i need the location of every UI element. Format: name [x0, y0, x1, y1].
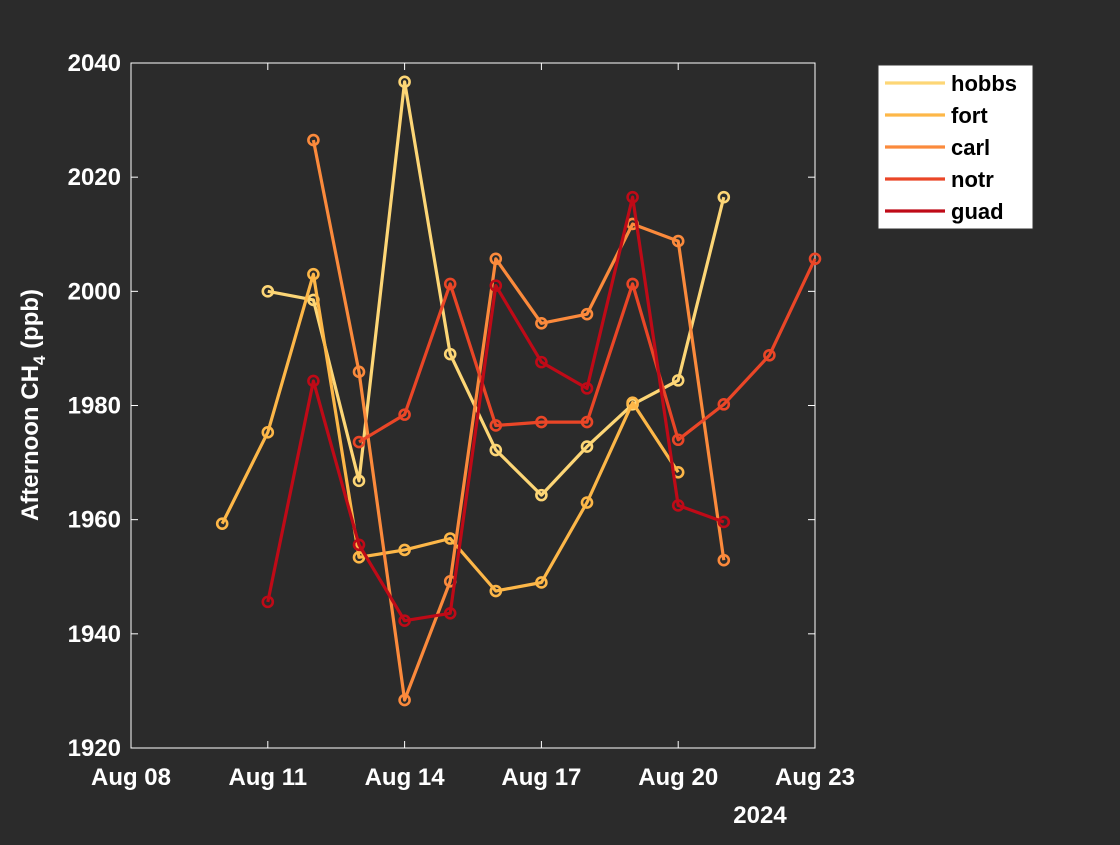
data-point-notr — [352, 435, 366, 449]
y-tick-label: 1920 — [68, 735, 121, 762]
x-tick-label: Aug 08 — [91, 764, 171, 791]
data-point-hobbs — [398, 75, 411, 89]
data-point-notr — [443, 277, 457, 291]
data-point-fort — [307, 267, 320, 281]
data-point-carl — [580, 307, 594, 321]
data-point-notr — [626, 277, 639, 291]
data-point-guad — [398, 614, 411, 628]
data-point-hobbs — [580, 440, 594, 453]
data-point-hobbs — [352, 474, 366, 488]
legend: hobbs fort carl notr guad — [877, 64, 1034, 230]
series-fort — [215, 267, 685, 598]
data-point-carl — [398, 693, 411, 707]
legend-label-notr: notr — [951, 167, 994, 192]
data-point-notr — [489, 419, 503, 432]
series-guad — [261, 190, 731, 628]
data-point-guad — [535, 355, 548, 369]
data-point-hobbs — [717, 190, 731, 204]
data-point-notr — [671, 433, 685, 447]
data-point-fort — [580, 496, 594, 509]
y-tick-label: 2040 — [68, 50, 121, 77]
series-line-carl — [311, 139, 726, 702]
data-point-guad — [671, 499, 685, 512]
x-tick-label: Aug 17 — [501, 764, 581, 791]
legend-label-hobbs: hobbs — [951, 71, 1017, 96]
series-line-guad — [266, 195, 725, 623]
x-axis-year-label: 2024 — [733, 802, 787, 829]
data-point-fort — [261, 426, 275, 439]
data-point-hobbs — [489, 443, 503, 457]
x-tick-label: Aug 11 — [228, 764, 307, 791]
data-point-notr — [398, 408, 411, 421]
data-point-guad — [443, 606, 457, 620]
data-point-carl — [671, 234, 685, 248]
y-tick-label: 1980 — [68, 393, 121, 420]
x-tick-label: Aug 23 — [775, 764, 855, 791]
data-point-guad — [580, 382, 594, 395]
legend-label-carl: carl — [951, 135, 990, 160]
y-axis-label-subscript: 4 — [30, 355, 49, 365]
data-point-fort — [352, 551, 366, 564]
x-axis: Aug 08 Aug 11 Aug 14 Aug 17 Aug 20 Aug 23 — [91, 63, 855, 791]
series-line-notr — [358, 258, 817, 444]
data-point-hobbs — [261, 285, 275, 298]
legend-items: hobbs fort carl notr guad — [885, 71, 1017, 224]
data-point-carl — [352, 365, 366, 379]
data-point-notr — [535, 415, 548, 429]
y-tick-label: 1940 — [68, 621, 121, 648]
data-point-fort — [626, 396, 639, 409]
data-point-fort — [398, 543, 411, 557]
data-point-notr — [763, 348, 776, 362]
data-point-guad — [352, 538, 366, 552]
x-tick-label: Aug 14 — [365, 764, 446, 791]
data-point-carl — [535, 316, 548, 330]
data-point-carl — [307, 133, 320, 147]
data-point-guad — [717, 515, 731, 529]
data-point-hobbs — [535, 488, 548, 502]
y-tick-label: 2020 — [68, 164, 121, 191]
data-point-guad — [307, 374, 320, 388]
legend-label-fort: fort — [951, 103, 988, 128]
y-axis-label-main: Afternoon CH — [17, 365, 44, 521]
data-point-hobbs — [671, 374, 685, 387]
legend-label-guad: guad — [951, 199, 1004, 224]
data-point-fort — [215, 517, 229, 530]
data-point-fort — [535, 576, 548, 589]
y-axis-label-group: Afternoon CH4 (ppb) — [17, 289, 49, 521]
data-point-carl — [717, 553, 731, 567]
y-axis-label-unit: (ppb) — [17, 289, 44, 356]
y-axis: 1920 1940 1960 1980 2000 2020 2040 — [68, 50, 815, 762]
series-hobbs — [261, 75, 731, 502]
y-axis-label: Afternoon CH4 (ppb) — [17, 289, 49, 521]
data-point-guad — [261, 595, 275, 609]
y-tick-label: 2000 — [68, 278, 121, 305]
data-point-guad — [626, 190, 639, 204]
data-point-hobbs — [443, 347, 457, 361]
series-notr — [352, 252, 822, 449]
y-tick-label: 1960 — [68, 507, 121, 534]
data-point-notr — [717, 398, 731, 411]
series-lines — [215, 75, 822, 707]
data-point-guad — [489, 279, 503, 292]
data-point-notr — [580, 415, 594, 429]
data-point-fort — [489, 584, 503, 598]
data-point-carl — [489, 252, 503, 266]
series-line-fort — [220, 272, 680, 593]
x-tick-label: Aug 20 — [638, 764, 718, 791]
series-line-hobbs — [267, 80, 726, 497]
data-point-notr — [808, 252, 822, 266]
